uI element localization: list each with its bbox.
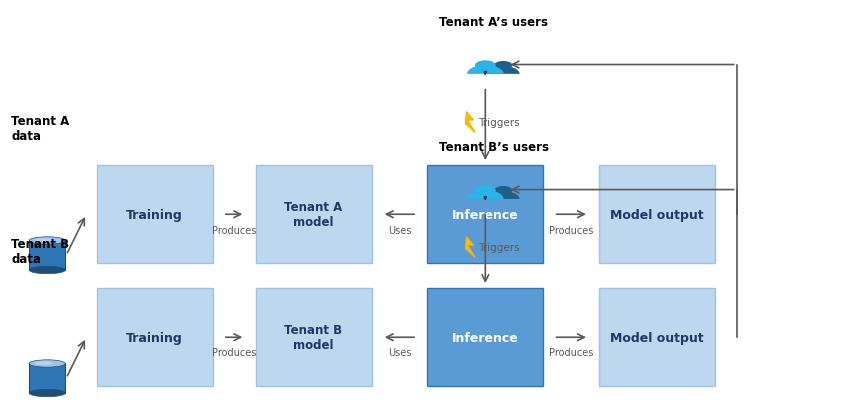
Text: Training: Training bbox=[126, 331, 183, 344]
Text: Produces: Produces bbox=[549, 348, 594, 357]
Text: Produces: Produces bbox=[212, 348, 256, 357]
Text: Model output: Model output bbox=[611, 208, 704, 221]
Text: Tenant B
data: Tenant B data bbox=[11, 237, 70, 265]
Wedge shape bbox=[467, 191, 503, 200]
Text: Tenant B’s users: Tenant B’s users bbox=[439, 141, 549, 154]
Circle shape bbox=[494, 62, 513, 70]
Wedge shape bbox=[487, 67, 520, 75]
Wedge shape bbox=[487, 192, 520, 200]
FancyBboxPatch shape bbox=[427, 288, 543, 387]
FancyBboxPatch shape bbox=[427, 166, 543, 264]
Polygon shape bbox=[466, 112, 475, 133]
Ellipse shape bbox=[29, 237, 65, 245]
Circle shape bbox=[475, 186, 496, 196]
FancyBboxPatch shape bbox=[600, 166, 715, 264]
Text: Inference: Inference bbox=[452, 208, 519, 221]
Polygon shape bbox=[484, 197, 487, 200]
Text: Triggers: Triggers bbox=[478, 118, 520, 128]
Text: Tenant B
model: Tenant B model bbox=[284, 324, 343, 351]
Text: Model output: Model output bbox=[611, 331, 704, 344]
FancyBboxPatch shape bbox=[600, 288, 715, 387]
Text: Triggers: Triggers bbox=[478, 243, 520, 252]
Text: Tenant A
data: Tenant A data bbox=[11, 115, 70, 142]
Ellipse shape bbox=[34, 362, 52, 365]
FancyBboxPatch shape bbox=[256, 166, 371, 264]
Text: Inference: Inference bbox=[452, 331, 519, 344]
FancyBboxPatch shape bbox=[96, 288, 213, 387]
Text: Produces: Produces bbox=[212, 225, 256, 235]
Bar bbox=[29, 241, 65, 270]
Ellipse shape bbox=[29, 360, 65, 367]
Text: Uses: Uses bbox=[387, 348, 411, 357]
Text: Tenant A
model: Tenant A model bbox=[284, 201, 343, 229]
Wedge shape bbox=[467, 66, 503, 75]
Circle shape bbox=[494, 187, 513, 195]
Ellipse shape bbox=[29, 267, 65, 274]
Ellipse shape bbox=[34, 239, 52, 242]
Bar bbox=[29, 364, 65, 393]
Text: Uses: Uses bbox=[387, 225, 411, 235]
Polygon shape bbox=[466, 237, 475, 258]
Circle shape bbox=[475, 61, 496, 71]
Text: Produces: Produces bbox=[549, 225, 594, 235]
Ellipse shape bbox=[29, 389, 65, 397]
Text: Training: Training bbox=[126, 208, 183, 221]
FancyBboxPatch shape bbox=[256, 288, 371, 387]
Text: Tenant A’s users: Tenant A’s users bbox=[440, 16, 548, 29]
Polygon shape bbox=[484, 72, 487, 75]
FancyBboxPatch shape bbox=[96, 166, 213, 264]
